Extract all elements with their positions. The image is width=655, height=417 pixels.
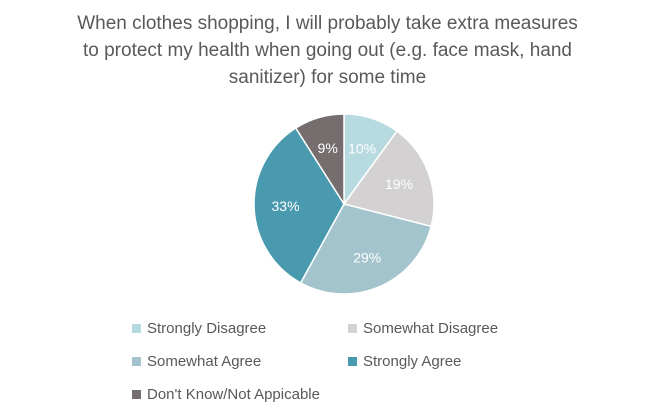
legend-swatch [132, 357, 141, 366]
legend-item-3: Somewhat Agree [132, 353, 261, 370]
legend-label: Strongly Agree [363, 353, 462, 370]
legend-item-4: Strongly Agree [348, 353, 461, 370]
legend-label: Strongly Disagree [147, 320, 267, 337]
legend-item-5: Don't Know/Not Appicable [132, 386, 320, 403]
legend-swatch [132, 324, 141, 333]
legend-label: Somewhat Agree [147, 353, 262, 370]
legend-swatch [132, 390, 141, 399]
legend-item-2: Somewhat Disagree [348, 320, 498, 337]
chart-title: When clothes shopping, I will probably t… [77, 13, 578, 88]
data-label-2: 19% [385, 176, 413, 192]
pie-slice-5 [294, 113, 345, 207]
pie-slice-2 [342, 130, 435, 228]
legend-item-1: Strongly Disagree [132, 320, 266, 337]
legend-label: Don't Know/Not Appicable [147, 386, 320, 403]
data-label-1: 10% [348, 140, 376, 156]
pie-slice-4 [253, 126, 345, 284]
data-label-3: 29% [353, 250, 381, 266]
legend-swatch [348, 357, 357, 366]
data-label-5: 9% [318, 140, 338, 156]
pie-slice-3 [299, 203, 433, 295]
legend-swatch [348, 324, 357, 333]
data-label-4: 33% [272, 198, 300, 214]
legend-label: Somewhat Disagree [363, 320, 499, 337]
